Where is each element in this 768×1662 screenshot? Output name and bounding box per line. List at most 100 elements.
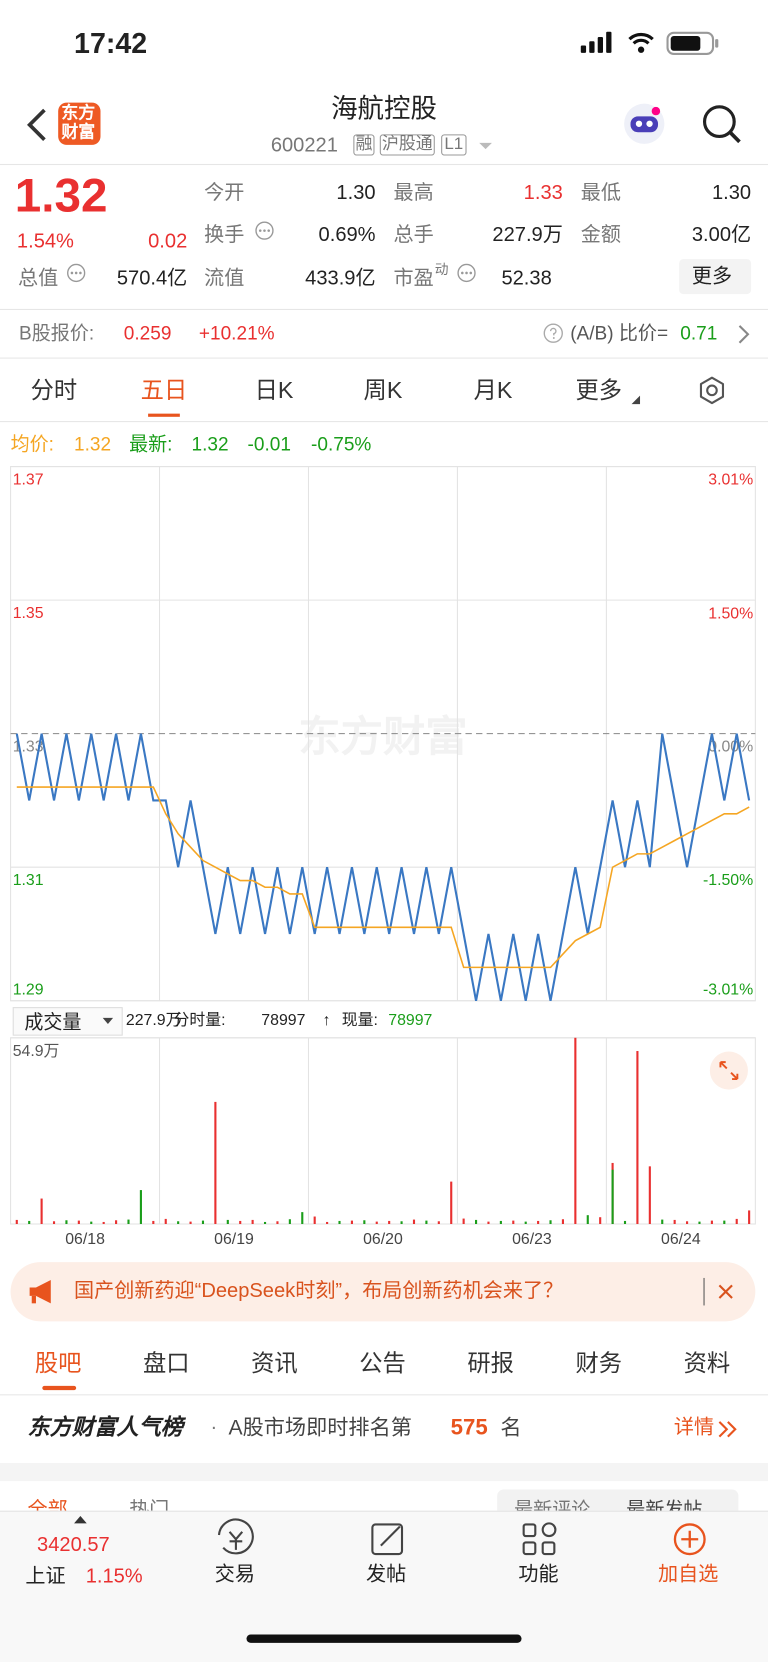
- tag: 沪股通: [379, 134, 435, 156]
- chart-tab[interactable]: 周K: [363, 376, 403, 404]
- arrow: ↑: [322, 1011, 331, 1030]
- volume-bar: [251, 1219, 254, 1224]
- y-tick-label: 1.29: [13, 981, 44, 998]
- info-icons: [67, 221, 476, 283]
- field-value: 0.69%: [318, 224, 376, 247]
- shape: [549, 327, 557, 336]
- volume-bar: [127, 1219, 130, 1224]
- sub-tab[interactable]: 资料: [683, 1349, 731, 1377]
- help-icon[interactable]: [543, 323, 564, 344]
- chart-tab[interactable]: 更多: [575, 376, 623, 404]
- volume-bar: [574, 1037, 577, 1224]
- nav-label[interactable]: 发帖: [366, 1563, 407, 1586]
- shape: [31, 1295, 36, 1304]
- dropdown-icon[interactable]: [478, 141, 493, 152]
- nav-label[interactable]: 加自选: [658, 1563, 719, 1586]
- sub-tab[interactable]: 研报: [467, 1349, 514, 1377]
- shape: [27, 108, 46, 141]
- volume-bar: [474, 1219, 478, 1224]
- shape: [74, 1515, 87, 1524]
- volume-bar: [623, 1220, 627, 1224]
- detail-link[interactable]: 详情: [673, 1416, 715, 1439]
- chevron: [718, 1421, 737, 1438]
- chevron[interactable]: [736, 324, 751, 345]
- y2-tick-label: 3.01%: [708, 472, 753, 489]
- plot-frame: [10, 1037, 756, 1225]
- shape: [70, 229, 473, 275]
- field-label: 流值: [204, 267, 245, 290]
- sub-tab[interactable]: 资讯: [251, 1349, 298, 1377]
- chart-tab[interactable]: 五日: [140, 376, 188, 404]
- volume-bar: [52, 1221, 56, 1224]
- divider: [0, 1394, 768, 1396]
- avg-label: 均价:: [10, 433, 54, 455]
- time: 17:42: [74, 27, 148, 60]
- shape: [552, 337, 555, 339]
- volume-selector[interactable]: 成交量: [12, 1007, 123, 1036]
- sub-tab[interactable]: 财务: [575, 1349, 623, 1377]
- search-button[interactable]: [700, 103, 742, 145]
- field-label: 总值: [17, 267, 59, 290]
- y-tick-label: 54.9万: [13, 1043, 60, 1060]
- expand-icon: [719, 1061, 739, 1081]
- close-button[interactable]: [717, 1283, 734, 1300]
- chart-tab[interactable]: 月K: [473, 376, 513, 404]
- volume-bar: [723, 1220, 726, 1224]
- more-button[interactable]: 更多: [679, 259, 752, 295]
- volume-bar: [115, 1220, 118, 1224]
- rank-number: 575: [450, 1415, 488, 1440]
- shape: [457, 263, 476, 283]
- field-value: 1.30: [711, 181, 752, 205]
- settings-button[interactable]: [697, 376, 727, 406]
- volume-bar: [15, 1219, 18, 1224]
- shape: [597, 37, 604, 53]
- watermark: 东方财富: [298, 713, 467, 760]
- news-banner[interactable]: 国产创新药迎“DeepSeek时刻”，布局创新药机会来了？: [10, 1262, 756, 1322]
- sub-tab[interactable]: 盘口: [142, 1349, 190, 1377]
- field-label: 市盈: [393, 267, 434, 290]
- divider: [0, 421, 768, 423]
- sub-tab[interactable]: 公告: [359, 1349, 406, 1377]
- latest-label: 最新:: [129, 433, 173, 455]
- ratio-label: (A/B) 比价=: [570, 322, 669, 344]
- volume-bar: [177, 1221, 180, 1224]
- volume-bar: [102, 1221, 105, 1224]
- volume-bar: [40, 1198, 43, 1224]
- home-indicator: [246, 1634, 522, 1643]
- chart-tab[interactable]: 日K: [254, 376, 294, 404]
- shape: [706, 384, 718, 397]
- tick-label: 分时量:: [173, 1011, 226, 1030]
- shape: [465, 271, 468, 275]
- volume-bar: [636, 1051, 639, 1224]
- chart-tab[interactable]: 分时: [30, 376, 78, 404]
- field-value: 433.9亿: [305, 267, 376, 290]
- expand-button[interactable]: [709, 1051, 748, 1090]
- back-button[interactable]: [21, 106, 53, 144]
- logo-text: 财富: [61, 123, 96, 142]
- shape: [541, 1522, 557, 1538]
- sub-tab[interactable]: 股吧: [34, 1349, 82, 1377]
- volume-bar: [748, 1210, 751, 1224]
- field-value: 227.9万: [492, 224, 563, 247]
- shape: [589, 41, 595, 53]
- banner-text: 国产创新药迎“DeepSeek时刻”，布局创新药机会来了？: [74, 1280, 564, 1303]
- shape: [646, 120, 653, 127]
- nav-label[interactable]: 交易: [214, 1563, 255, 1586]
- field-label: 今开: [204, 181, 245, 205]
- volume-bar: [673, 1219, 676, 1224]
- volume-bar: [388, 1220, 391, 1224]
- volume-bar: [201, 1220, 205, 1224]
- field-value: 3.00亿: [691, 224, 752, 247]
- volume-total: 227.9万: [125, 1011, 182, 1030]
- tab-indicator: [148, 413, 180, 417]
- volume-bar: [263, 1221, 267, 1224]
- index-value[interactable]: 3420.57: [37, 1533, 110, 1557]
- shape: [258, 229, 262, 232]
- volume-bar: [735, 1218, 738, 1224]
- shape: [651, 106, 661, 116]
- robot-avatar[interactable]: [622, 102, 666, 146]
- shape: [628, 32, 654, 45]
- divider: [0, 308, 768, 310]
- nav-label[interactable]: 功能: [518, 1563, 559, 1586]
